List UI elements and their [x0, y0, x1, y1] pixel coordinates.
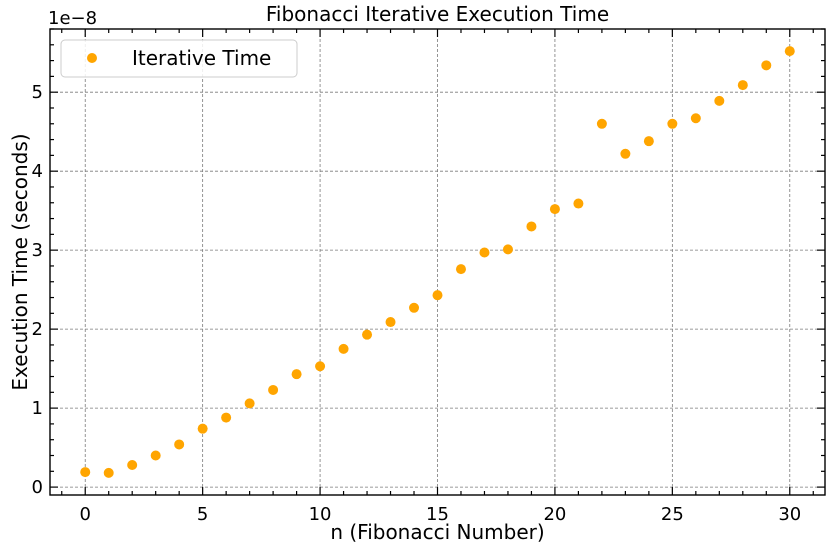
data-point — [244, 398, 255, 409]
plot-frame — [49, 28, 826, 496]
data-point — [596, 118, 607, 129]
data-point — [667, 118, 678, 129]
x-tick-label: 30 — [778, 504, 801, 525]
y-axis-scale-label: 1e−8 — [48, 8, 97, 29]
y-tick-label: 2 — [32, 319, 43, 340]
data-point — [714, 95, 725, 106]
y-tick-label: 0 — [32, 477, 43, 498]
y-tick-label: 3 — [32, 240, 43, 261]
legend: Iterative Time — [60, 39, 298, 78]
x-tick-label: 15 — [426, 504, 449, 525]
data-point — [455, 264, 466, 275]
data-point — [479, 247, 490, 258]
data-point — [643, 136, 654, 147]
data-point — [150, 450, 161, 461]
data-point — [174, 439, 185, 450]
data-point — [291, 369, 302, 380]
tick-labels: 0 5 10 15 20 25 30 0 1 2 3 4 5 — [32, 82, 802, 525]
data-point — [221, 412, 232, 423]
grid — [50, 29, 825, 495]
chart-title: Fibonacci Iterative Execution Time — [266, 2, 609, 26]
y-tick-label: 5 — [32, 82, 43, 103]
y-tick-label: 1 — [32, 398, 43, 419]
y-tick-label: 4 — [32, 161, 43, 182]
data-point — [573, 198, 584, 209]
data-point — [103, 467, 114, 478]
x-axis-label: n (Fibonacci Number) — [330, 520, 544, 544]
data-point — [432, 290, 443, 301]
data-point — [761, 60, 772, 71]
x-tick-label: 10 — [309, 504, 332, 525]
data-point — [526, 221, 537, 232]
data-point — [127, 459, 138, 470]
data-points — [80, 46, 795, 478]
data-point — [197, 423, 208, 434]
data-point — [549, 204, 560, 215]
legend-marker — [87, 53, 97, 63]
y-axis-label: Execution Time (seconds) — [8, 133, 32, 390]
data-point — [502, 244, 513, 255]
x-tick-label: 20 — [543, 504, 566, 525]
data-point — [737, 80, 748, 91]
data-point — [385, 317, 396, 328]
data-point — [338, 343, 349, 354]
x-tick-label: 5 — [197, 504, 208, 525]
data-point — [362, 329, 373, 340]
legend-box — [60, 39, 298, 78]
data-point — [315, 361, 326, 372]
data-point — [80, 467, 91, 478]
x-tick-label: 0 — [80, 504, 91, 525]
data-point — [784, 46, 795, 57]
data-point — [690, 113, 701, 124]
x-tick-label: 25 — [661, 504, 684, 525]
data-point — [409, 302, 420, 313]
data-point — [268, 384, 279, 395]
data-point — [620, 148, 631, 159]
legend-label: Iterative Time — [132, 46, 271, 70]
